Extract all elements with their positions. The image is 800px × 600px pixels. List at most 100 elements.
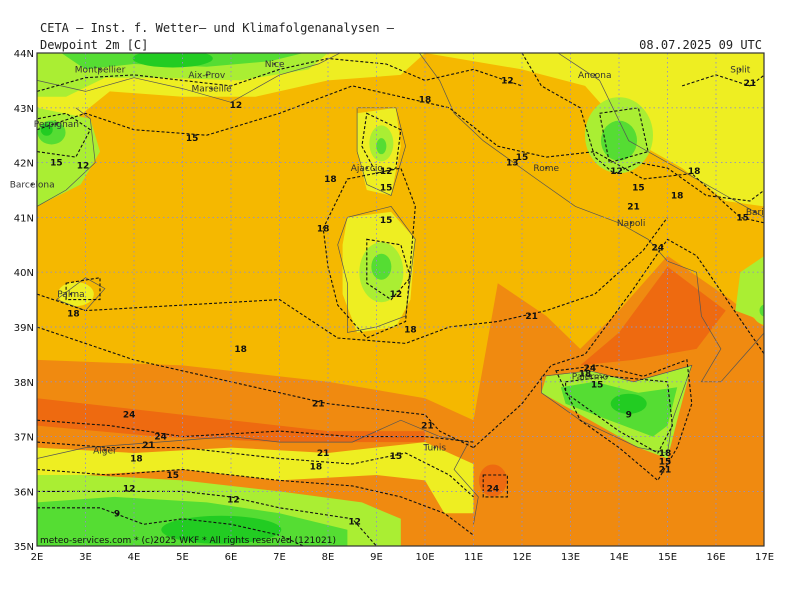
contour-value-label: 21 [744, 79, 757, 89]
contour-value-label: 12 [230, 101, 243, 111]
city-label: Palermo [572, 372, 609, 382]
coastline-italy-france [37, 53, 764, 383]
city-label: Alger [93, 446, 117, 456]
latitude-tick-label: 42N [14, 159, 34, 170]
longitude-tick-label: 13E [561, 552, 580, 563]
contour-value-label: 15 [186, 134, 199, 144]
city-marker [629, 221, 633, 225]
contour-value-label: 12 [77, 161, 90, 171]
contour-18-africa [37, 441, 474, 498]
city-label: Barcelona [10, 181, 55, 191]
city-marker [545, 166, 548, 170]
city-marker [753, 210, 756, 214]
contour-value-label: 21 [317, 449, 330, 459]
contour-value-label: 15 [736, 213, 749, 223]
map-frame [36, 52, 765, 547]
latitude-tick-label: 39N [14, 323, 34, 334]
contour-value-label: 21 [142, 441, 155, 451]
contour-value-label: 12 [380, 167, 393, 177]
city-marker [205, 73, 208, 77]
contour-value-label: 12 [501, 76, 514, 86]
contour-value-label: 18 [404, 326, 417, 336]
longitude-tick-label: 10E [415, 552, 434, 563]
coastline-corsica [356, 107, 406, 196]
contour-value-label: 15 [167, 471, 180, 481]
latitude-tick-label: 35N [14, 542, 34, 553]
band-puglia-core [759, 304, 764, 317]
contour-value-label: 24 [123, 411, 136, 421]
band-15-18-italy [425, 53, 764, 207]
contour-12-north [37, 57, 523, 92]
coastline-adriatic [557, 53, 764, 218]
contour-15-africa [37, 468, 474, 536]
latitude-tick-label: 44N [14, 49, 34, 60]
contour-value-label: 24 [652, 244, 665, 254]
contour-18-mid [37, 217, 668, 344]
latitude-tick-label: 38N [14, 378, 34, 389]
longitude-tick-label: 3E [79, 552, 92, 563]
band-catalonia-center [40, 123, 53, 136]
contour-value-label: 18 [317, 224, 330, 234]
contour-value-label: 21 [627, 202, 640, 212]
contour-value-label: 15 [516, 153, 529, 163]
contour-12-apennines [598, 107, 649, 164]
city-labels: Montpellier Nice Aix-Prov Marseille Perpigna… [10, 60, 764, 456]
city-marker [103, 449, 107, 452]
org-title: CETA — Inst. f. Wetter— und Klimafolgena… [40, 21, 395, 35]
contour-value-label: 12 [390, 290, 403, 300]
contour-value-label: 12 [610, 167, 623, 177]
contour-value-label: 15 [632, 183, 645, 193]
city-label: Bari [746, 208, 764, 218]
contour-value-label: 12 [348, 518, 361, 528]
latitude-tick-label: 37N [14, 433, 34, 444]
latitude-tick-label: 36N [14, 487, 34, 498]
city-label: Aix-Prov [188, 71, 226, 81]
coastline-catalonia [37, 107, 96, 207]
contour-value-label: 15 [591, 381, 604, 391]
contour-value-label: 24 [487, 485, 500, 495]
latitude-tick-label: 40N [14, 268, 34, 279]
contour-21-adriatic [681, 74, 764, 87]
longitude-tick-label: 8E [322, 552, 335, 563]
city-marker [30, 183, 34, 186]
city-marker [433, 446, 436, 449]
contour-21-east [473, 238, 764, 449]
contour-value-label: 21 [525, 312, 538, 322]
lat-lon-grid [37, 53, 764, 546]
city-label: Montpellier [75, 65, 126, 75]
band-puglia [752, 296, 764, 325]
contour-value-label: 15 [380, 216, 393, 226]
contour-value-label: 15 [380, 183, 393, 193]
contour-value-label: 18 [67, 309, 80, 319]
longitude-tick-label: 14E [609, 552, 628, 563]
contour-value-label: 18 [234, 345, 247, 355]
contour-18-italy [521, 53, 764, 202]
band-corsica-core [376, 138, 387, 155]
city-label: Perpignan [34, 120, 79, 130]
contour-value-label: 18 [310, 463, 323, 473]
contour-value-label: 18 [659, 449, 672, 459]
city-label: Palma [57, 290, 84, 300]
band-sardinia-core [371, 253, 392, 280]
contour-value-label: 18 [671, 191, 684, 201]
contour-value-label: 21 [421, 422, 434, 432]
variable-label: Dewpoint 2m [C] [40, 38, 149, 52]
longitude-tick-label: 15E [658, 552, 677, 563]
coastline-sardinia [337, 206, 416, 333]
contour-value-label: 18 [130, 455, 143, 465]
contour-15-north [37, 85, 764, 224]
city-marker [98, 68, 102, 71]
city-label: Marseille [191, 85, 232, 95]
band-lt9-africa [161, 515, 282, 544]
contour-value-label: 18 [688, 167, 701, 177]
longitude-tick-label: 7E [273, 552, 286, 563]
city-marker [55, 123, 58, 126]
contour-value-label: 18 [419, 96, 432, 106]
longitude-tick-label: 17E [755, 552, 774, 563]
contour-value-label: 15 [390, 452, 403, 462]
latitude-labels: 44N 43N 42N 41N 40N 39N 38N 37N 36N 35N [14, 49, 34, 553]
city-label: Tunis [422, 444, 446, 454]
city-marker [210, 87, 213, 90]
contour-15-sardinia [322, 167, 416, 339]
